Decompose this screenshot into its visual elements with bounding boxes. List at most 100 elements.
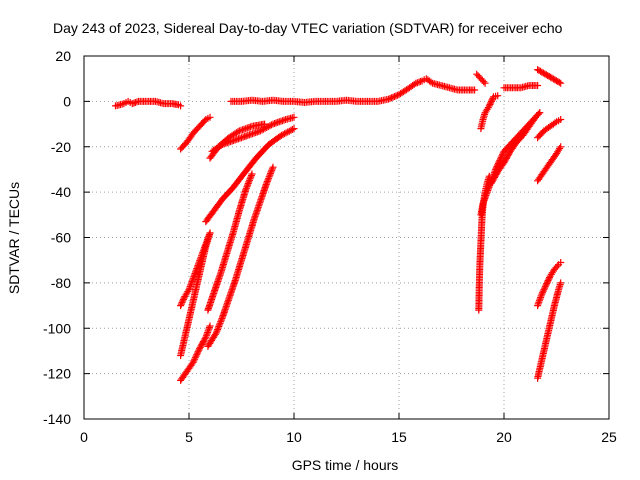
data-point [534, 82, 542, 89]
data-point [495, 158, 503, 166]
data-point [242, 184, 250, 192]
data-point [543, 280, 551, 288]
data-point [555, 78, 563, 86]
data-point [388, 94, 395, 102]
data-point [540, 286, 548, 294]
data-point [258, 126, 266, 134]
data-point [193, 349, 201, 357]
data-point [211, 330, 219, 338]
data-point [184, 287, 192, 295]
data-point [248, 170, 256, 178]
grid [84, 56, 609, 419]
series-track-l [473, 70, 489, 87]
data-point [487, 97, 495, 105]
data-point [282, 129, 290, 137]
data-point [557, 116, 565, 123]
data-point [288, 126, 296, 133]
data-point [193, 351, 201, 359]
data-point [535, 298, 543, 306]
data-point [265, 173, 273, 181]
data-point [277, 131, 285, 139]
y-tick-label: -100 [43, 320, 71, 336]
data-point [256, 127, 264, 135]
data-point [389, 93, 397, 101]
data-point [190, 357, 198, 365]
data-points [112, 66, 565, 384]
data-point [215, 321, 223, 329]
data-point [536, 109, 544, 117]
data-point [263, 124, 271, 131]
series-track-v [534, 279, 565, 382]
data-point [497, 153, 505, 161]
data-point [206, 322, 214, 330]
data-point [264, 123, 272, 131]
data-point [178, 299, 186, 306]
data-point [191, 355, 199, 363]
series-track-e [208, 113, 298, 155]
series-track-i [204, 170, 256, 314]
data-point [541, 283, 549, 291]
data-point [284, 128, 292, 136]
data-point [499, 150, 507, 158]
x-tick-label: 15 [391, 429, 407, 445]
data-point [279, 131, 287, 139]
series-track-o [477, 109, 544, 219]
data-point [261, 124, 269, 132]
data-point [247, 173, 255, 181]
data-point [544, 277, 552, 285]
data-point [534, 302, 542, 310]
data-point [245, 178, 253, 186]
data-point [534, 110, 542, 118]
data-point [290, 125, 298, 133]
data-point [285, 127, 293, 135]
y-tick-label: -20 [51, 139, 71, 155]
axis-ticks: 0 5 10 15 20 25 -140 -120 -100 -80 -60 -40 -20 0 20 [43, 48, 617, 445]
data-point [480, 78, 488, 86]
chart-title: Day 243 of 2023, Sidereal Day-to-day VTE… [53, 20, 563, 36]
y-tick-label: -60 [51, 230, 71, 246]
series-track-m [477, 92, 502, 133]
x-tick-label: 25 [601, 429, 617, 445]
data-point [266, 122, 274, 130]
data-point [287, 126, 295, 134]
y-tick-label: 20 [55, 48, 71, 64]
series-track-k [204, 163, 277, 350]
data-point [556, 282, 564, 290]
series-track-s [534, 116, 565, 142]
data-point [481, 79, 489, 87]
data-point [191, 354, 199, 362]
y-tick-label: -140 [43, 411, 71, 427]
data-point [539, 287, 547, 295]
data-point [213, 327, 221, 335]
data-point [189, 358, 197, 366]
data-point [201, 335, 209, 343]
data-point [234, 128, 242, 136]
data-point [556, 145, 564, 152]
x-tick-label: 0 [80, 429, 88, 445]
plot-frame [83, 55, 610, 420]
y-tick-label: -80 [51, 275, 71, 291]
x-tick-label: 5 [185, 429, 193, 445]
data-point [557, 79, 565, 87]
data-point [557, 143, 565, 151]
data-point [206, 229, 214, 237]
series-track-a [112, 97, 185, 110]
series-track-b [177, 113, 214, 153]
data-point [497, 155, 504, 163]
data-point [427, 78, 435, 86]
data-point [537, 294, 545, 301]
series-track-f [202, 125, 298, 226]
y-axis-label: SDTVAR / TECUs [6, 182, 22, 294]
x-tick-label: 20 [496, 429, 512, 445]
data-point [557, 279, 565, 287]
data-point [488, 96, 496, 104]
data-point [541, 284, 549, 292]
data-point [179, 296, 187, 303]
data-point [539, 289, 546, 297]
series-track-h [177, 229, 214, 359]
data-point [275, 118, 283, 126]
data-point [290, 113, 298, 121]
data-point [281, 130, 288, 138]
data-point [179, 297, 187, 305]
data-point [410, 80, 418, 88]
